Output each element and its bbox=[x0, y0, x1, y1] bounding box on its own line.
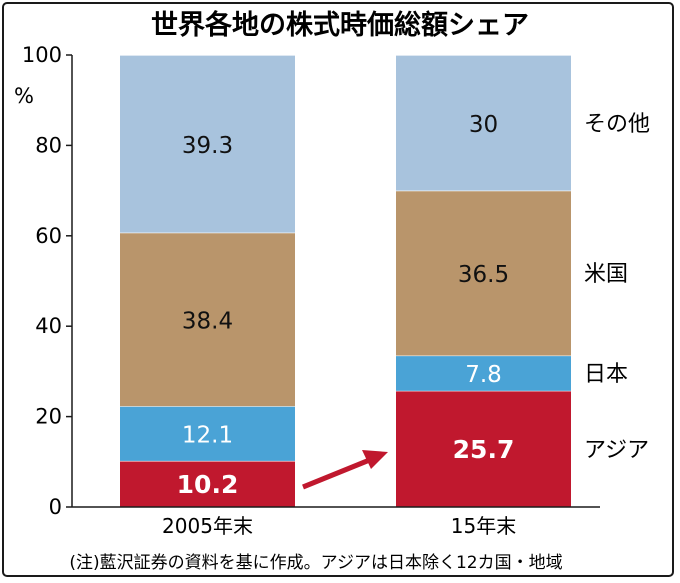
data-label: 36.5 bbox=[458, 262, 509, 288]
y-tick-label: 80 bbox=[35, 133, 62, 157]
legend-entry: その他 bbox=[584, 112, 650, 137]
data-label: 12.1 bbox=[182, 423, 233, 449]
chart-title: 世界各地の株式時価総額シェア bbox=[151, 9, 529, 41]
y-axis-ticks: 0 20 40 60 80 100 bbox=[22, 43, 72, 519]
x-category-label: 15年末 bbox=[451, 514, 516, 538]
bar-segment bbox=[120, 232, 295, 407]
legend-entry: 日本 bbox=[584, 362, 628, 387]
data-label: 38.4 bbox=[182, 308, 233, 334]
x-axis-categories: 2005年末 15年末 bbox=[162, 514, 516, 538]
legend-entry: アジア bbox=[584, 438, 649, 463]
y-tick-label: 60 bbox=[35, 224, 62, 248]
x-category-label: 2005年末 bbox=[162, 514, 253, 538]
legend: アジア 日本 米国 その他 bbox=[584, 112, 650, 463]
bar-segment bbox=[396, 355, 571, 391]
bar-segment bbox=[396, 55, 571, 191]
source-note: (注)藍沢証券の資料を基に作成。アジアは日本除く12カ国・地域 bbox=[69, 553, 562, 573]
bar-segment bbox=[120, 406, 295, 461]
bars: 10.2 12.1 38.4 39.3 25.7 7.8 36.5 30 bbox=[120, 54, 571, 507]
bar-segment bbox=[120, 460, 295, 507]
arrow-head bbox=[362, 450, 388, 469]
data-label: 39.3 bbox=[182, 133, 233, 159]
data-label: 10.2 bbox=[177, 470, 239, 499]
bar-segment bbox=[120, 55, 295, 233]
growth-arrow bbox=[302, 450, 388, 490]
chart-frame bbox=[2, 2, 674, 577]
data-label: 30 bbox=[469, 112, 498, 138]
bar-segment bbox=[396, 190, 571, 356]
arrow-shaft bbox=[302, 456, 373, 490]
data-label: 25.7 bbox=[453, 435, 515, 464]
bar-segment bbox=[396, 390, 571, 507]
legend-entry: 米国 bbox=[584, 262, 628, 287]
y-tick-label: 100 bbox=[22, 43, 62, 67]
y-tick-label: 0 bbox=[49, 495, 62, 519]
data-label: 7.8 bbox=[465, 362, 502, 388]
y-axis-unit: % bbox=[14, 84, 34, 108]
y-tick-label: 40 bbox=[35, 314, 62, 338]
y-tick-label: 20 bbox=[35, 405, 62, 429]
